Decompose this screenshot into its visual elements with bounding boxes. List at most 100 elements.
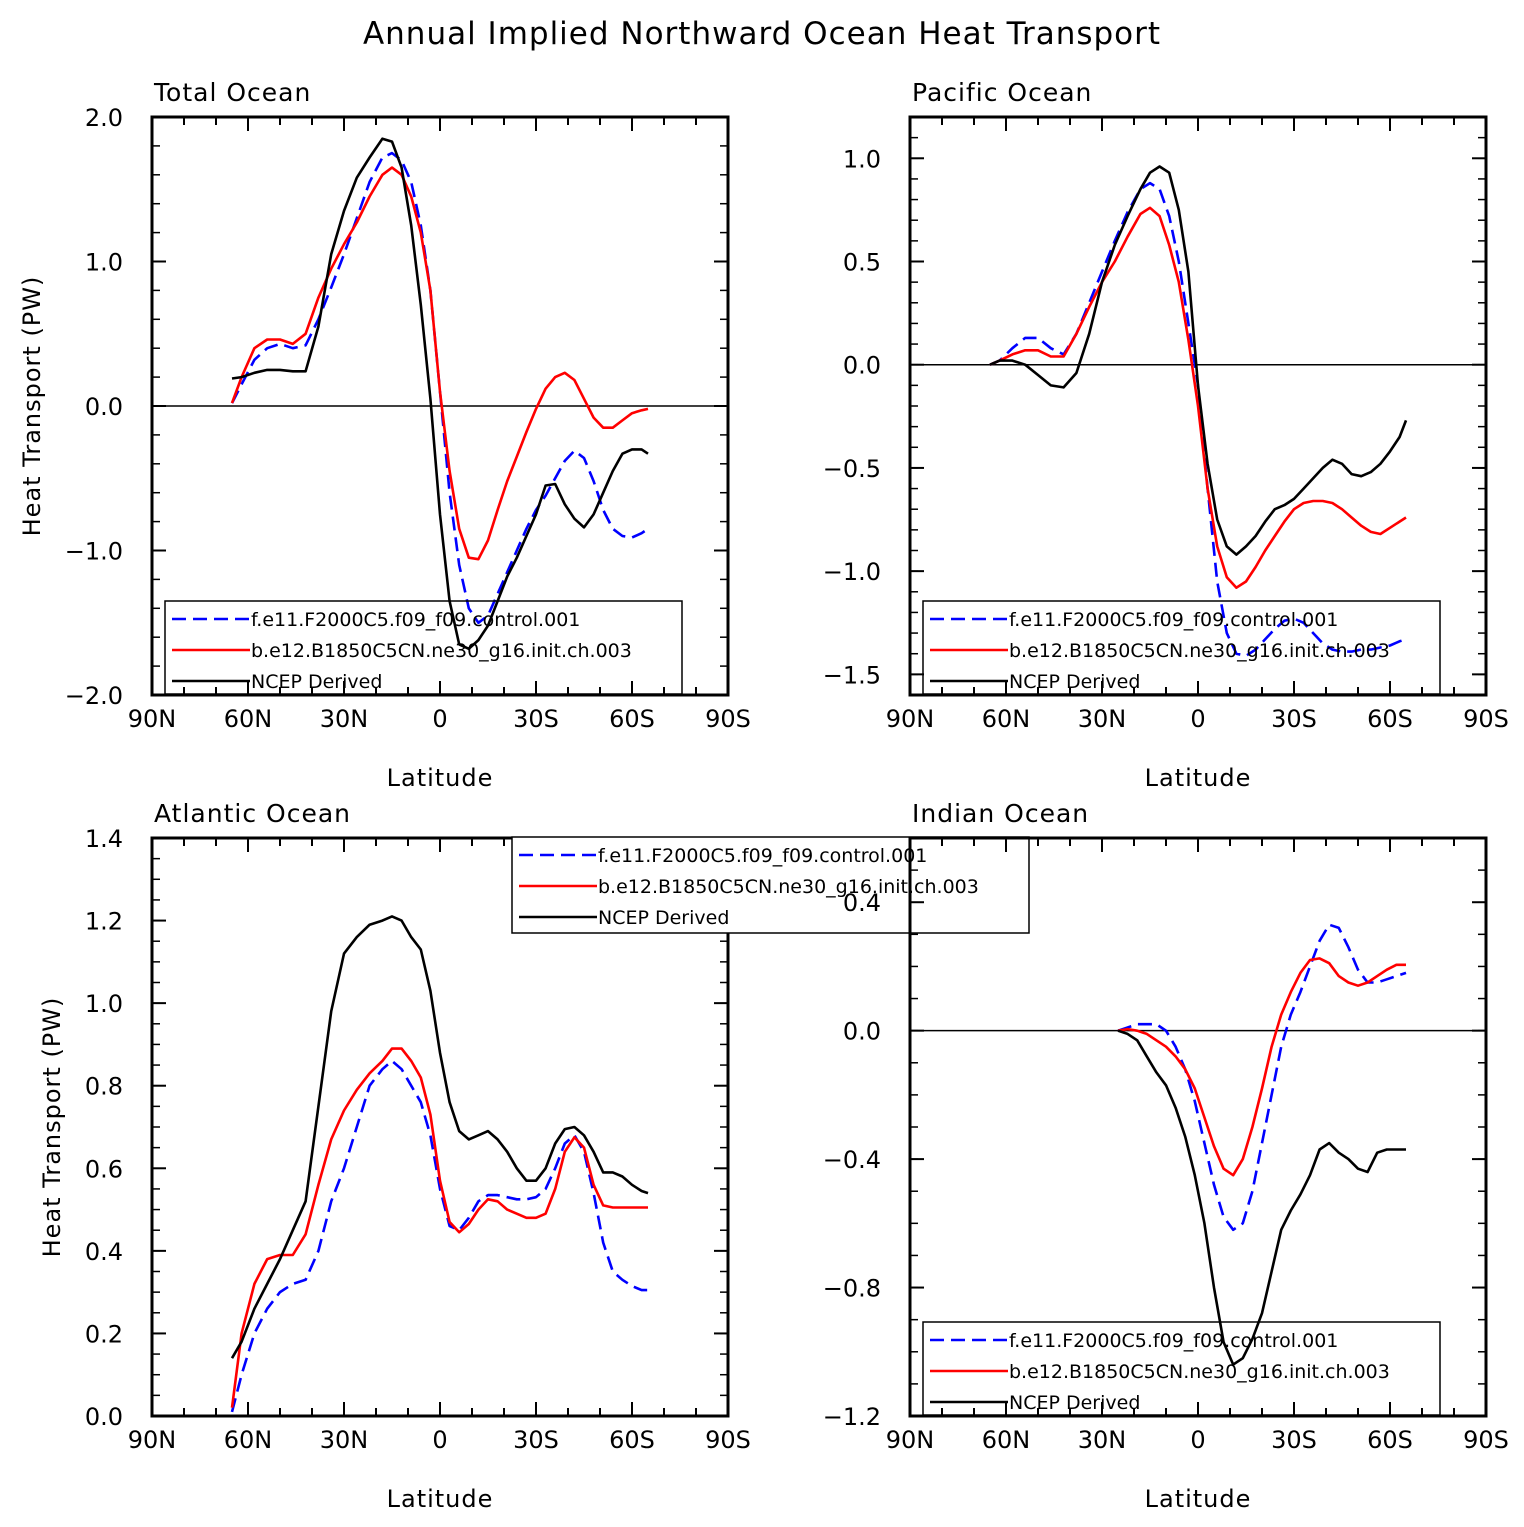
legend-entry: b.e12.B1850C5CN.ne30_g16.init.ch.003 [598, 876, 979, 898]
x-tick-label: 30S [1271, 705, 1317, 733]
series-line-1 [230, 1059, 648, 1413]
x-tick-label: 60N [224, 705, 273, 733]
legend-entry: f.e11.F2000C5.f09_f09.control.001 [1009, 609, 1338, 631]
x-tick-label: 60N [982, 1426, 1031, 1454]
legend-entry: b.e12.B1850C5CN.ne30_g16.init.ch.003 [251, 640, 632, 662]
y-tick-label: 1.0 [843, 145, 881, 173]
legend-entry: NCEP Derived [1009, 1392, 1140, 1414]
y-tick-label: 0.6 [85, 1155, 123, 1183]
legend-entry: f.e11.F2000C5.f09_f09.control.001 [251, 609, 580, 631]
panel-title: Pacific Ocean [912, 78, 1092, 107]
legend-box [922, 600, 1441, 695]
x-tick-label: 30N [320, 1426, 369, 1454]
legend-box [164, 600, 683, 695]
series-line-1 [989, 181, 1407, 658]
legend-entry: NCEP Derived [251, 671, 382, 693]
x-axis-label: Latitude [1145, 1485, 1252, 1513]
y-tick-label: 1.0 [85, 990, 123, 1018]
panel-title: Indian Ocean [912, 799, 1089, 828]
x-tick-label: 90S [1463, 705, 1509, 733]
x-tick-label: 90N [128, 705, 177, 733]
y-tick-label: 1.4 [85, 825, 123, 853]
legend-box [511, 836, 1030, 934]
series-line-3 [989, 165, 1408, 556]
x-tick-label: 30S [513, 1426, 559, 1454]
panel-title: Total Ocean [153, 78, 311, 107]
legend-entry: f.e11.F2000C5.f09_f09.control.001 [598, 845, 927, 867]
y-tick-label: 0.4 [85, 1238, 123, 1266]
x-axis-label: Latitude [387, 1485, 494, 1513]
y-tick-label: −0.8 [823, 1275, 881, 1303]
series-line-3 [231, 137, 649, 651]
x-tick-label: 90N [128, 1426, 177, 1454]
y-tick-label: 1.2 [85, 908, 123, 936]
x-tick-label: 30S [1271, 1426, 1317, 1454]
x-tick-label: 90N [886, 705, 935, 733]
x-axis-label: Latitude [1145, 764, 1252, 792]
y-tick-label: 0.0 [843, 352, 881, 380]
figure-title: Annual Implied Northward Ocean Heat Tran… [363, 16, 1161, 52]
x-tick-label: 30N [320, 705, 369, 733]
legend-entry: b.e12.B1850C5CN.ne30_g16.init.ch.003 [1009, 1361, 1390, 1383]
x-tick-label: 0 [1190, 705, 1205, 733]
x-tick-label: 30S [513, 705, 559, 733]
x-tick-label: 60N [982, 705, 1031, 733]
series-line-2 [230, 166, 649, 561]
x-tick-label: 60S [1367, 1426, 1413, 1454]
x-tick-label: 60S [609, 1426, 655, 1454]
x-tick-label: 90S [705, 1426, 751, 1454]
y-tick-label: 0.8 [85, 1073, 123, 1101]
x-tick-label: 0 [1190, 1426, 1205, 1454]
y-tick-label: 2.0 [85, 104, 123, 132]
y-axis-label: Heat Transport (PW) [38, 997, 66, 1258]
y-tick-label: 0.2 [85, 1320, 123, 1348]
series-line-3 [1117, 1029, 1406, 1366]
x-tick-label: 90S [1463, 1426, 1509, 1454]
legend-entry: NCEP Derived [598, 907, 729, 929]
panel-title: Atlantic Ocean [154, 799, 351, 828]
y-tick-label: −0.5 [823, 455, 881, 483]
y-axis-label: Heat Transport (PW) [18, 276, 46, 537]
y-tick-label: 0.4 [843, 889, 881, 917]
panel-pacific-ocean: Pacific Ocean 90N 60N 30N 0 30S 60S 90S −1.5 −1.0… [823, 78, 1509, 792]
legend-entry: b.e12.B1850C5CN.ne30_g16.init.ch.003 [1009, 640, 1390, 662]
x-tick-label: 60S [609, 705, 655, 733]
y-tick-label: −2.0 [65, 682, 123, 710]
x-tick-label: 0 [432, 1426, 447, 1454]
x-tick-label: 60S [1367, 705, 1413, 733]
legend: f.e11.F2000C5.f09_f09.control.001 b.e12.B… [922, 600, 1441, 695]
y-tick-label: 0.0 [85, 1403, 123, 1431]
legend-box [922, 1321, 1441, 1416]
legend: f.e11.F2000C5.f09_f09.control.001 b.e12.B… [164, 600, 683, 695]
y-tick-label: −0.4 [823, 1146, 881, 1174]
series-line-2 [989, 206, 1407, 590]
x-axis-label: Latitude [387, 764, 494, 792]
series-line-2 [230, 1047, 648, 1408]
legend-entry: NCEP Derived [1009, 671, 1140, 693]
panel-atlantic-ocean: Atlantic Ocean 90N 60N 30N 0 30S 60S 90S 0.0 0.2 0… [38, 799, 1030, 1513]
panel-indian-ocean: Indian Ocean 90N 60N 30N 0 30S 60S 90S −1.2 −0.8 −… [823, 799, 1509, 1513]
y-tick-label: −1.2 [823, 1403, 881, 1431]
x-tick-label: 30N [1078, 1426, 1127, 1454]
legend-entry: f.e11.F2000C5.f09_f09.control.001 [1009, 1330, 1338, 1352]
panels: Total Ocean 90N 60N 30N 0 30S 60S 90S −2.0 −1.0 0.… [18, 78, 1509, 1513]
series-line-1 [230, 151, 649, 625]
y-tick-label: −1.5 [823, 661, 881, 689]
legend: f.e11.F2000C5.f09_f09.control.001 b.e12.B… [922, 1321, 1441, 1416]
x-tick-label: 0 [432, 705, 447, 733]
y-tick-label: 0.0 [85, 393, 123, 421]
panel-total-ocean: Total Ocean 90N 60N 30N 0 30S 60S 90S −2.0 −1.0 0.… [18, 78, 751, 792]
x-tick-label: 90N [886, 1426, 935, 1454]
x-tick-label: 90S [705, 705, 751, 733]
y-tick-label: 0.5 [843, 249, 881, 277]
series-line-3 [230, 915, 649, 1359]
legend: f.e11.F2000C5.f09_f09.control.001 b.e12.B… [511, 836, 1030, 934]
series-line-1 [1117, 923, 1407, 1232]
y-tick-label: −1.0 [65, 538, 123, 566]
y-tick-label: 0.0 [843, 1018, 881, 1046]
x-tick-label: 60N [224, 1426, 273, 1454]
y-tick-label: −1.0 [823, 558, 881, 586]
y-tick-label: 1.0 [85, 249, 123, 277]
series-line-2 [1117, 957, 1406, 1177]
